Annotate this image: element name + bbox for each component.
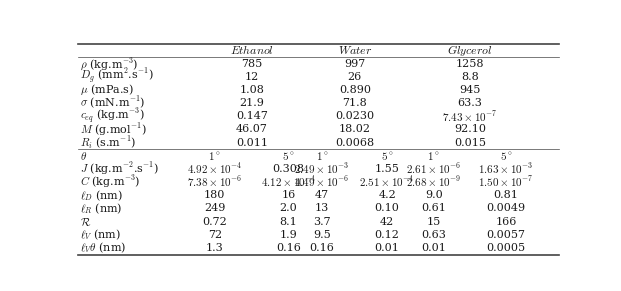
Text: 1258: 1258 (456, 58, 484, 69)
Text: $4.92 \times 10^{-4}$: $4.92 \times 10^{-4}$ (187, 162, 243, 176)
Text: $\ell_V$ (nm): $\ell_V$ (nm) (80, 227, 121, 242)
Text: 92.10: 92.10 (454, 125, 486, 134)
Text: 9.0: 9.0 (425, 190, 443, 200)
Text: 18.02: 18.02 (339, 125, 371, 134)
Text: 0.01: 0.01 (374, 243, 399, 253)
Text: 21.9: 21.9 (240, 98, 265, 108)
Text: 46.07: 46.07 (236, 125, 268, 134)
Text: 0.61: 0.61 (421, 203, 446, 213)
Text: $D_g$ (mm$^2$.s$^{-1}$): $D_g$ (mm$^2$.s$^{-1}$) (80, 67, 153, 86)
Text: 997: 997 (344, 58, 366, 69)
Text: 0.011: 0.011 (236, 138, 268, 148)
Text: 0.16: 0.16 (276, 243, 301, 253)
Text: 4.2: 4.2 (378, 190, 396, 200)
Text: 0.0049: 0.0049 (486, 203, 525, 213)
Text: $C$ (kg.m$^{-3}$): $C$ (kg.m$^{-3}$) (80, 174, 140, 190)
Text: 0.72: 0.72 (202, 217, 227, 227)
Text: $7.38 \times 10^{-6}$: $7.38 \times 10^{-6}$ (187, 175, 243, 189)
Text: $4.49 \times 10^{-6}$: $4.49 \times 10^{-6}$ (294, 175, 350, 189)
Text: $2.61 \times 10^{-6}$: $2.61 \times 10^{-6}$ (406, 162, 461, 176)
Text: $4.12 \times 10^{-4}$: $4.12 \times 10^{-4}$ (261, 175, 316, 189)
Text: 0.01: 0.01 (421, 243, 446, 253)
Text: $2.49 \times 10^{-3}$: $2.49 \times 10^{-3}$ (294, 162, 350, 176)
Text: 0.890: 0.890 (339, 85, 371, 95)
Text: $1^\circ$: $1^\circ$ (209, 150, 221, 162)
Text: $J$ (kg.m$^{-2}$.s$^{-1}$): $J$ (kg.m$^{-2}$.s$^{-1}$) (80, 161, 159, 177)
Text: 945: 945 (459, 85, 481, 95)
Text: 12: 12 (245, 72, 259, 82)
Text: 2.0: 2.0 (279, 203, 297, 213)
Text: $\mu$ (mPa.s): $\mu$ (mPa.s) (80, 82, 134, 97)
Text: 0.015: 0.015 (454, 138, 486, 148)
Text: 63.3: 63.3 (458, 98, 483, 108)
Text: $1.63 \times 10^{-3}$: $1.63 \times 10^{-3}$ (478, 162, 533, 176)
Text: $\theta$: $\theta$ (80, 150, 87, 162)
Text: $\ell_D$ (nm): $\ell_D$ (nm) (80, 188, 123, 203)
Text: $\sigma$ (mN.m$^{-1}$): $\sigma$ (mN.m$^{-1}$) (80, 95, 145, 111)
Text: 1.3: 1.3 (206, 243, 224, 253)
Text: 47: 47 (315, 190, 329, 200)
Text: $5^\circ$: $5^\circ$ (499, 150, 512, 162)
Text: $7.43 \times 10^{-7}$: $7.43 \times 10^{-7}$ (442, 109, 497, 124)
Text: 0.16: 0.16 (310, 243, 335, 253)
Text: $R_i$ (s.m$^{-1}$): $R_i$ (s.m$^{-1}$) (80, 134, 136, 151)
Text: 0.147: 0.147 (236, 111, 268, 121)
Text: 249: 249 (204, 203, 225, 213)
Text: $\rho$ (kg.m$^{-3}$): $\rho$ (kg.m$^{-3}$) (80, 56, 138, 72)
Text: 785: 785 (241, 58, 263, 69)
Text: 0.81: 0.81 (494, 190, 519, 200)
Text: 0.10: 0.10 (374, 203, 399, 213)
Text: $2.68 \times 10^{-9}$: $2.68 \times 10^{-9}$ (406, 175, 461, 189)
Text: $\mathcal{R}$: $\mathcal{R}$ (80, 216, 91, 228)
Text: 3.7: 3.7 (314, 217, 331, 227)
Text: 42: 42 (380, 217, 394, 227)
Text: $\mathit{Glycerol}$: $\mathit{Glycerol}$ (447, 43, 492, 58)
Text: 15: 15 (427, 217, 441, 227)
Text: $\ell_V\theta$ (nm): $\ell_V\theta$ (nm) (80, 241, 126, 255)
Text: $1^\circ$: $1^\circ$ (315, 150, 329, 162)
Text: 166: 166 (496, 217, 517, 227)
Text: 13: 13 (315, 203, 329, 213)
Text: $5^\circ$: $5^\circ$ (282, 150, 295, 162)
Text: $1.50 \times 10^{-7}$: $1.50 \times 10^{-7}$ (478, 175, 534, 189)
Text: 71.8: 71.8 (342, 98, 367, 108)
Text: 9.5: 9.5 (313, 230, 331, 240)
Text: 16: 16 (281, 190, 296, 200)
Text: 0.0230: 0.0230 (335, 111, 374, 121)
Text: 0.63: 0.63 (421, 230, 446, 240)
Text: 1.08: 1.08 (240, 85, 265, 95)
Text: $\mathit{Ethanol}$: $\mathit{Ethanol}$ (230, 44, 274, 57)
Text: 0.12: 0.12 (374, 230, 399, 240)
Text: $2.51 \times 10^{-4}$: $2.51 \times 10^{-4}$ (360, 175, 415, 189)
Text: 8.8: 8.8 (461, 72, 479, 82)
Text: 72: 72 (208, 230, 222, 240)
Text: $M$ (g.mol$^{-1}$): $M$ (g.mol$^{-1}$) (80, 121, 147, 138)
Text: 0.0005: 0.0005 (486, 243, 525, 253)
Text: 0.308: 0.308 (273, 164, 304, 174)
Text: 0.0057: 0.0057 (486, 230, 525, 240)
Text: $1^\circ$: $1^\circ$ (427, 150, 440, 162)
Text: 26: 26 (348, 72, 362, 82)
Text: 1.9: 1.9 (279, 230, 297, 240)
Text: 0.0068: 0.0068 (335, 138, 374, 148)
Text: $\ell_R$ (nm): $\ell_R$ (nm) (80, 201, 122, 216)
Text: 180: 180 (204, 190, 225, 200)
Text: $5^\circ$: $5^\circ$ (381, 150, 394, 162)
Text: 8.1: 8.1 (279, 217, 297, 227)
Text: $c_{eq}$ (kg.m$^{-3}$): $c_{eq}$ (kg.m$^{-3}$) (80, 107, 145, 126)
Text: 1.55: 1.55 (374, 164, 399, 174)
Text: $\mathit{Water}$: $\mathit{Water}$ (338, 44, 372, 57)
